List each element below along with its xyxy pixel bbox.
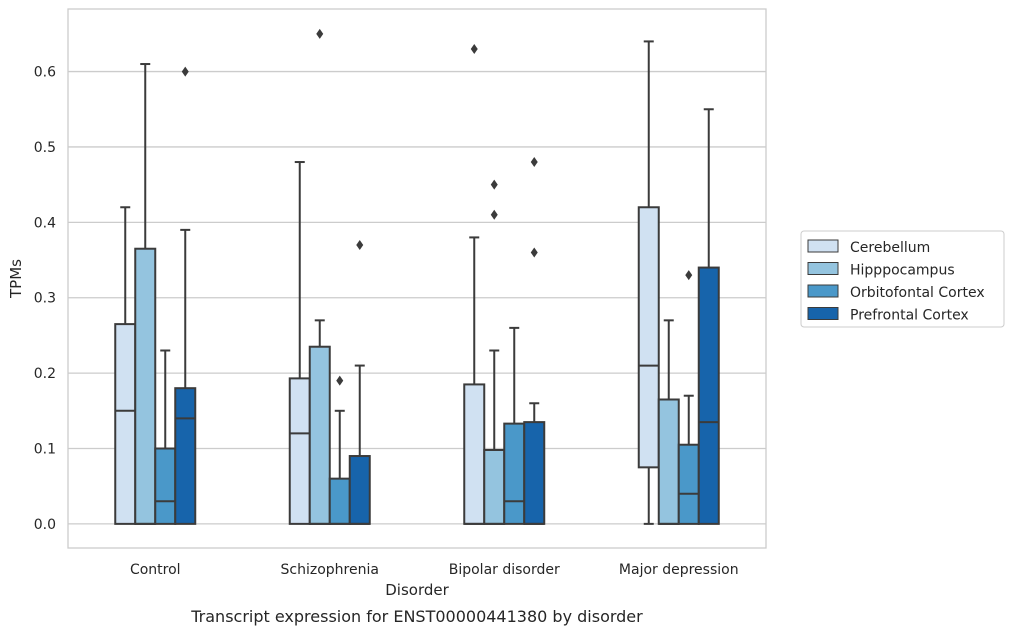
box-body (328, 477, 351, 525)
outlier-point (316, 28, 324, 39)
box-body (677, 443, 700, 525)
outlier-point (470, 43, 478, 54)
box-body (308, 345, 331, 525)
plot-frame (67, 8, 767, 549)
legend-swatch (807, 262, 839, 275)
box-hipppocampus (134, 63, 157, 525)
legend-label: Cerebellum (850, 240, 930, 256)
box-hipppocampus (657, 319, 680, 525)
y-tick-label: 0.3 (34, 291, 56, 307)
legend: Cerebellum Hipppocampus Orbitofontal Corte… (800, 230, 1005, 328)
y-axis-ticks: 0.0 0.1 0.2 0.3 0.4 0.5 0.6 (34, 65, 56, 533)
box-prefrontal-cortex (697, 108, 720, 525)
x-tick-label: Control (130, 562, 181, 578)
outlier-point (530, 247, 538, 258)
legend-label: Orbitofontal Cortex (850, 285, 985, 301)
y-tick-label: 0.2 (34, 366, 56, 382)
box-hipppocampus (308, 28, 331, 525)
box-hipppocampus (483, 179, 506, 525)
legend-swatch (807, 284, 839, 298)
y-tick-label: 0.5 (34, 140, 56, 156)
box-body (134, 247, 157, 525)
x-tick-label: Major depression (619, 562, 739, 578)
legend-label: Prefrontal Cortex (850, 308, 969, 324)
outlier-point (356, 239, 364, 250)
outlier-point (490, 179, 498, 190)
chart-caption: Transcript expression for ENST0000044138… (190, 607, 643, 626)
box-cerebellum (637, 40, 660, 525)
box-cerebellum (114, 206, 137, 525)
outlier-point (685, 270, 693, 281)
y-axis-label: TPMs (7, 259, 25, 299)
box-orbitofontal-cortex (154, 349, 177, 525)
box-orbitofontal-cortex (503, 326, 526, 525)
outlier-point (490, 209, 498, 220)
legend-frame (800, 230, 1005, 328)
box-body (657, 398, 680, 525)
x-axis-ticks: Control Schizophrenia Bipolar disorder Majo… (130, 562, 739, 578)
y-tick-label: 0.1 (34, 441, 56, 457)
box-cerebellum (288, 161, 311, 525)
outlier-point (530, 157, 538, 168)
box-prefrontal-cortex (348, 239, 371, 525)
box-cerebellum (463, 43, 486, 525)
box-body (697, 266, 720, 525)
legend-swatch (807, 239, 839, 253)
box-orbitofontal-cortex (328, 375, 351, 525)
x-tick-label: Bipolar disorder (449, 562, 560, 578)
box-body (503, 422, 526, 525)
outlier-point (181, 66, 189, 77)
box-body (174, 387, 197, 525)
legend-label: Hipppocampus (850, 263, 955, 279)
x-tick-label: Schizophrenia (281, 562, 379, 578)
box-prefrontal-cortex (523, 157, 546, 525)
box-body (637, 206, 660, 469)
box-prefrontal-cortex (174, 66, 197, 525)
box-body (523, 421, 546, 525)
box-series (114, 28, 720, 525)
y-tick-label: 0.6 (34, 65, 56, 81)
box-body (288, 377, 311, 525)
box-body (348, 455, 371, 525)
y-tick-label: 0.0 (34, 517, 56, 533)
box-orbitofontal-cortex (677, 270, 700, 525)
legend-swatch (807, 307, 839, 320)
box-body (114, 323, 137, 525)
box-body (154, 447, 177, 525)
outlier-point (336, 375, 344, 386)
box-body (483, 449, 506, 525)
y-tick-label: 0.4 (34, 215, 56, 231)
box-body (463, 383, 486, 525)
x-axis-label: Disorder (385, 581, 449, 599)
